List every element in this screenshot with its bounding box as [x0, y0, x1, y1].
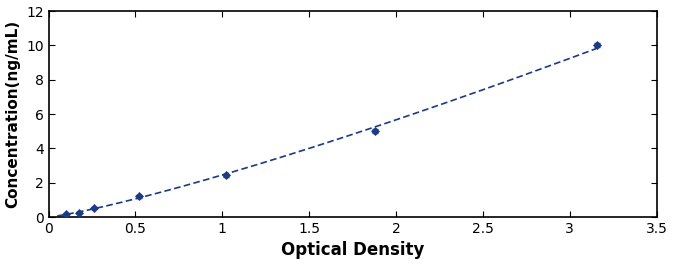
X-axis label: Optical Density: Optical Density	[281, 241, 424, 259]
Y-axis label: Concentration(ng/mL): Concentration(ng/mL)	[5, 20, 21, 208]
